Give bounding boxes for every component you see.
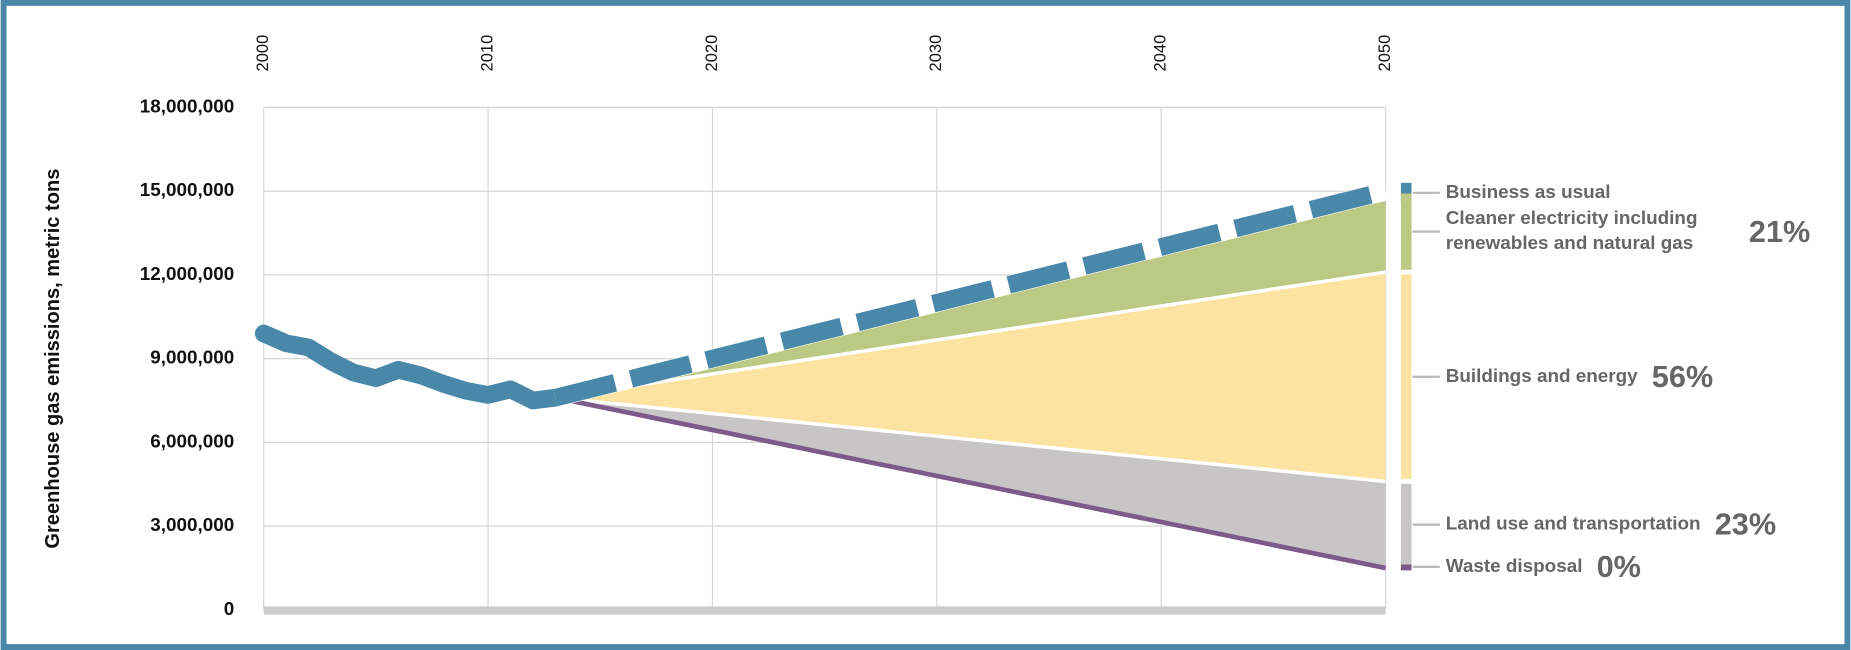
- legend-label: Land use and transportation: [1445, 514, 1701, 535]
- legend-label: Cleaner electricity including renewables…: [1445, 209, 1698, 254]
- y-tick-label: 15,000,000: [140, 179, 234, 200]
- legend-entry: Business as usual: [1446, 157, 1847, 228]
- share-label: 56%: [1651, 358, 1714, 394]
- legend-item: Buildings and energy 56%: [1446, 341, 1847, 412]
- x-tick-label: 2020: [703, 35, 721, 72]
- y-tick-label: 9,000,000: [150, 347, 234, 368]
- y-tick-label: 6,000,000: [150, 430, 234, 451]
- baseline-bar: [263, 606, 1386, 615]
- legend-entry: Waste disposal 0%: [1446, 531, 1847, 602]
- area-separator: [555, 395, 1386, 484]
- legend-swatch: [1400, 564, 1412, 571]
- legend-item: Business as usual: [1446, 157, 1847, 228]
- area-separator: [555, 270, 1386, 400]
- legend-label: Buildings and energy: [1445, 366, 1638, 387]
- y-tick-label: 0: [224, 598, 235, 619]
- history-line: [254, 324, 565, 410]
- legend-swatch: [1400, 274, 1412, 480]
- y-tick-label: 18,000,000: [140, 95, 234, 116]
- legend-swatch: [1400, 483, 1412, 566]
- y-tick-label: 12,000,000: [140, 263, 234, 284]
- x-tick-label: 2040: [1152, 35, 1170, 72]
- dashed-line: [553, 182, 1388, 407]
- legend-entry: Land use and transportation 23%: [1446, 489, 1847, 560]
- y-axis-label: Greenhouse gas emissions, metric tons: [42, 169, 64, 549]
- legend-item: Land use and transportation 23%: [1446, 489, 1847, 560]
- line: [554, 395, 1387, 571]
- x-tick-label: 2050: [1376, 35, 1394, 72]
- share-label: 0%: [1596, 548, 1641, 584]
- x-tick-label: 2000: [254, 35, 272, 72]
- share-label: 23%: [1714, 506, 1777, 542]
- y-tick-label: 3,000,000: [150, 514, 234, 535]
- legend-entry: Cleaner electricity including renewables…: [1446, 196, 1847, 267]
- x-tick-label: 2030: [927, 35, 945, 72]
- area: [555, 272, 1386, 482]
- legend-swatch: [1400, 193, 1412, 270]
- legend-swatch: [1400, 182, 1412, 203]
- legend-item: Cleaner electricity including renewables…: [1446, 196, 1847, 267]
- x-tick-label: 2010: [478, 35, 496, 72]
- legend-entry: Buildings and energy 56%: [1446, 341, 1847, 412]
- legend-label: Business as usual: [1445, 182, 1611, 203]
- legend-label: Waste disposal: [1445, 556, 1583, 577]
- legend-item: Waste disposal 0%: [1446, 531, 1847, 602]
- share-label: 21%: [1748, 213, 1811, 249]
